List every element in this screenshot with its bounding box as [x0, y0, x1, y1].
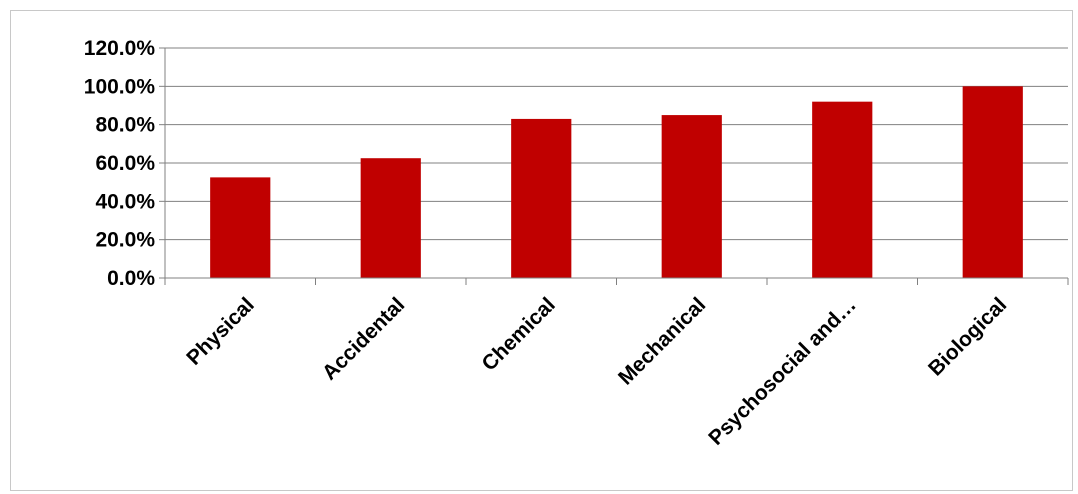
y-tick-label: 20.0% — [95, 229, 155, 252]
bar — [812, 101, 873, 279]
y-tick-label: 120.0% — [84, 37, 156, 60]
x-category-label: Psychosocial and… — [704, 293, 861, 450]
x-category-label: Biological — [924, 293, 1011, 380]
y-tick-label: 100.0% — [84, 75, 156, 98]
x-category-label: Mechanical — [614, 293, 710, 389]
y-tick-label: 0.0% — [107, 267, 155, 290]
x-category-label: Accidental — [318, 293, 409, 384]
bar — [210, 177, 271, 278]
bar — [962, 86, 1023, 278]
axes — [159, 47, 1069, 285]
bar — [661, 115, 722, 278]
y-tick-label: 40.0% — [95, 190, 155, 213]
gridlines — [165, 47, 1068, 241]
bar — [511, 118, 572, 279]
bar — [360, 158, 421, 278]
bars — [210, 86, 1023, 279]
x-category-label: Chemical — [477, 293, 559, 375]
y-tick-label: 80.0% — [95, 114, 155, 137]
x-category-label: Physical — [182, 293, 259, 370]
y-tick-label: 60.0% — [95, 152, 155, 175]
